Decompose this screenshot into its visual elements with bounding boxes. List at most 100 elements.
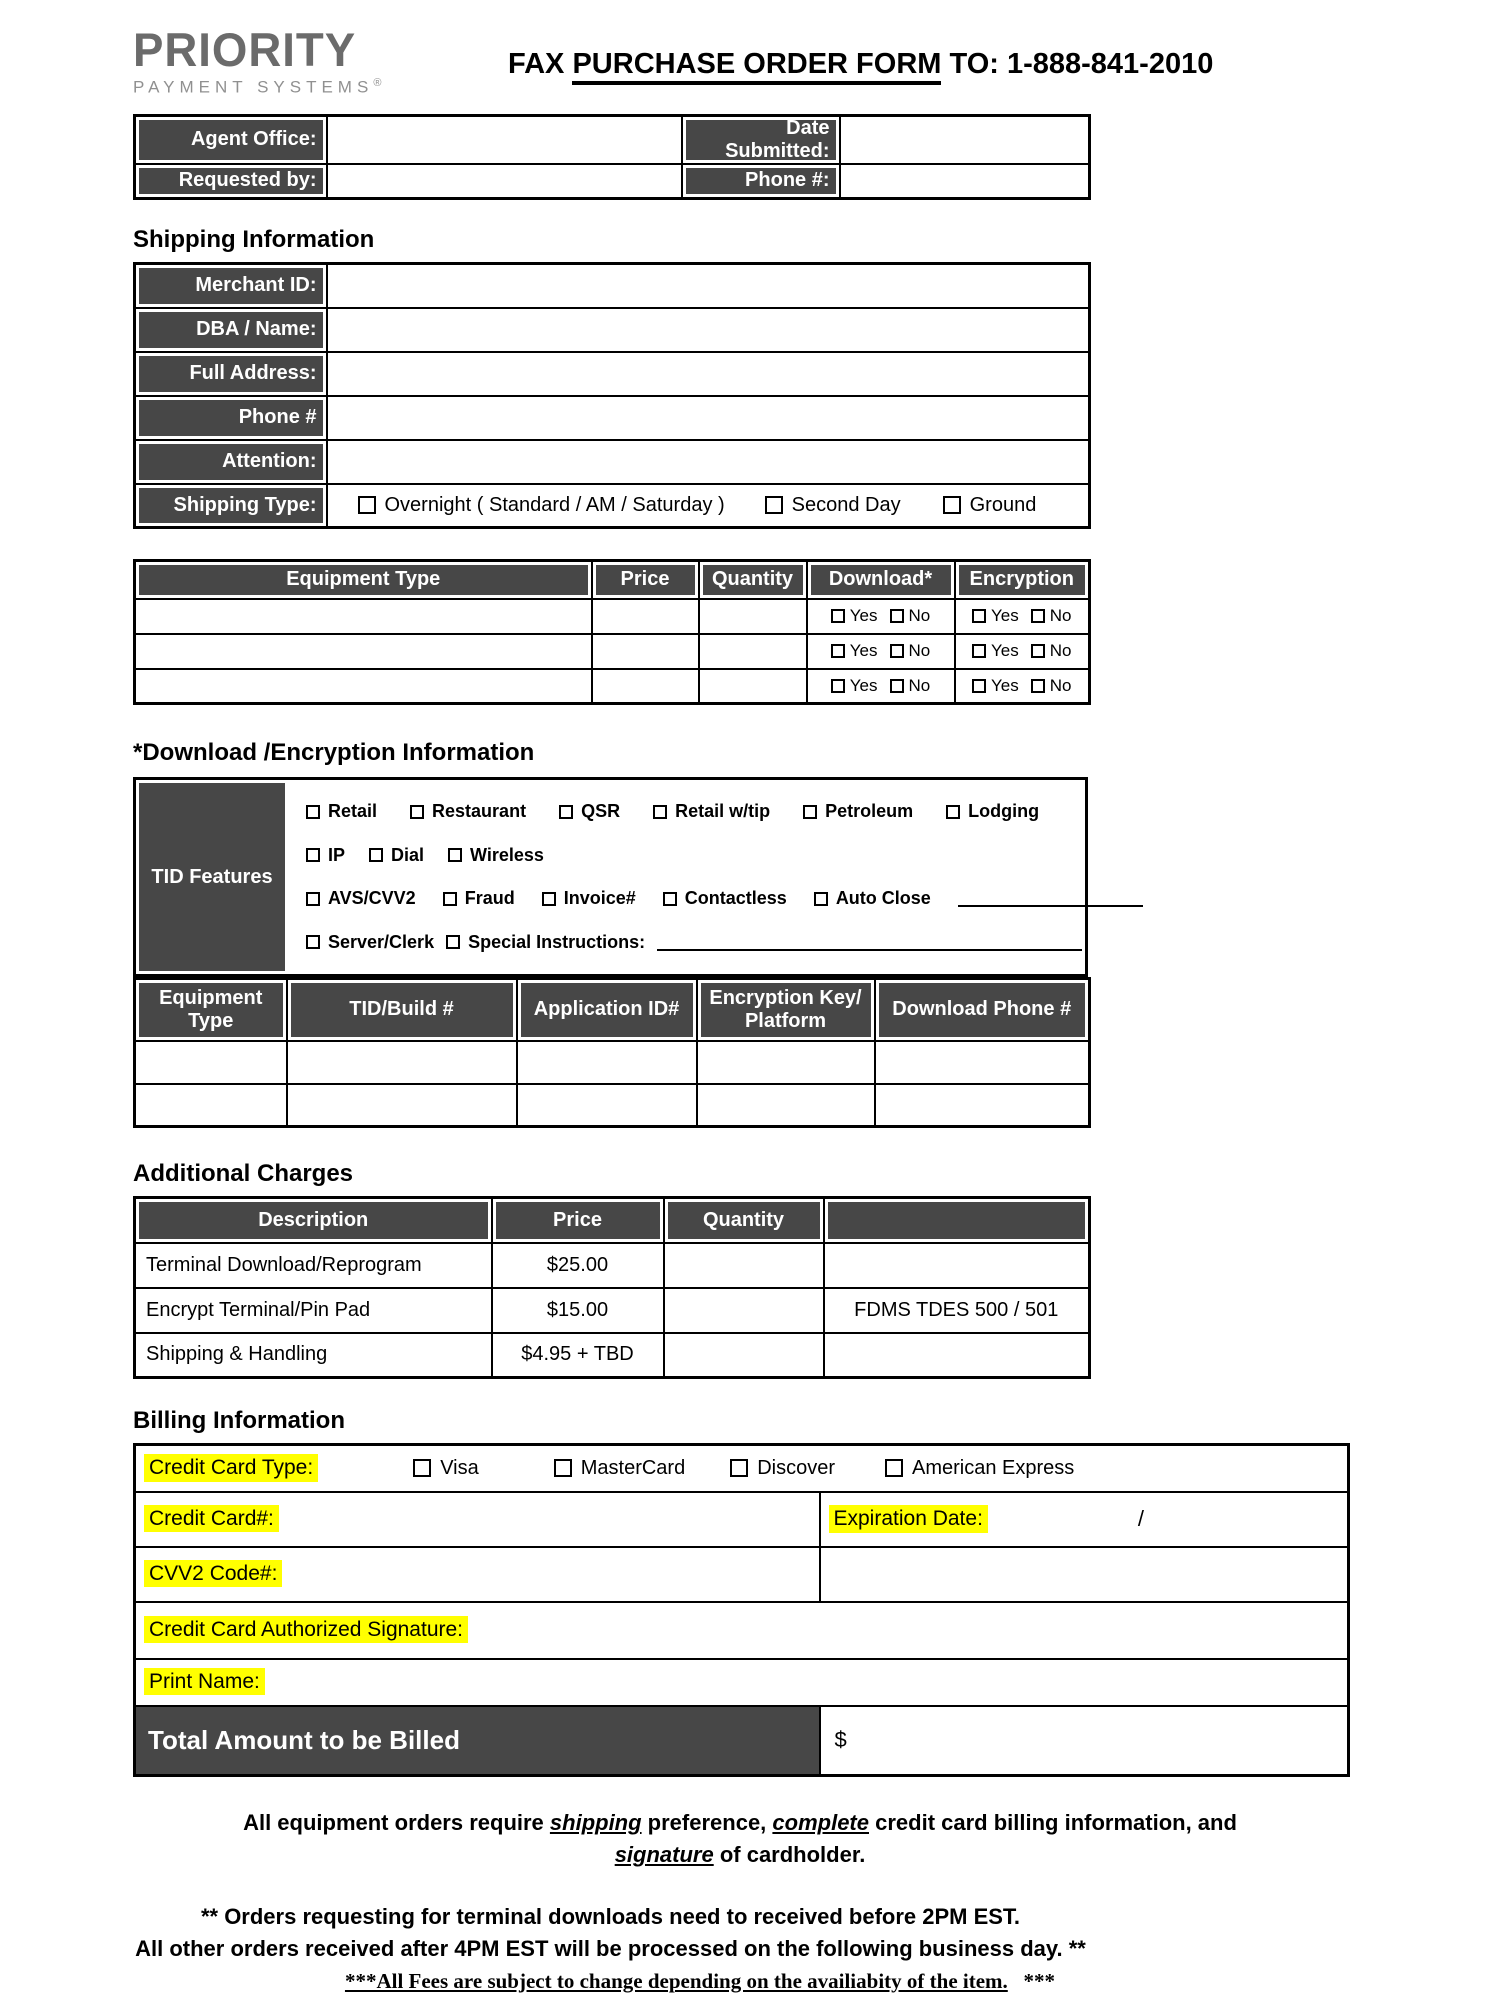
dba-name-input[interactable] <box>325 306 1091 353</box>
discover-checkbox[interactable] <box>730 1459 749 1478</box>
mastercard-checkbox[interactable] <box>553 1459 572 1478</box>
download-yes-checkbox-2[interactable] <box>830 644 845 659</box>
tid-build-input-2[interactable] <box>285 1082 518 1128</box>
download-yes-checkbox-3[interactable] <box>830 678 845 693</box>
tid-equipment-type-input-1[interactable] <box>133 1039 288 1085</box>
price-input-3[interactable] <box>590 667 700 705</box>
agent-office-input[interactable] <box>325 114 683 165</box>
application-id-input-1[interactable] <box>515 1039 698 1085</box>
dial-checkbox[interactable] <box>369 848 384 863</box>
download-no-checkbox-2[interactable] <box>889 644 904 659</box>
qsr-checkbox[interactable] <box>559 804 574 819</box>
expiration-date-label: Expiration Date: <box>828 1505 988 1534</box>
full-address-input[interactable] <box>325 350 1091 397</box>
encryption-yes-checkbox-1[interactable] <box>972 609 987 624</box>
quantity-input-3[interactable] <box>697 667 808 705</box>
cvv2-blank-cell[interactable] <box>818 1545 1350 1603</box>
requested-by-input[interactable] <box>325 162 683 200</box>
lodging-checkbox[interactable] <box>946 804 961 819</box>
ground-checkbox[interactable] <box>942 496 961 515</box>
charge-quantity-input-2[interactable] <box>662 1286 825 1334</box>
restaurant-checkbox[interactable] <box>410 804 425 819</box>
encryption-yes-checkbox-2[interactable] <box>972 644 987 659</box>
amex-checkbox[interactable] <box>885 1459 904 1478</box>
tid-build-input-1[interactable] <box>285 1039 518 1085</box>
expiration-date-cell[interactable]: Expiration Date: / <box>818 1490 1350 1548</box>
encryption-no-checkbox-2[interactable] <box>1030 644 1045 659</box>
shipping-type-options: Overnight ( Standard / AM / Saturday ) S… <box>328 494 1089 517</box>
charge-price-1: $25.00 <box>490 1241 665 1289</box>
charge-quantity-input-1[interactable] <box>662 1241 825 1289</box>
shipping-phone-input[interactable] <box>325 394 1091 441</box>
auto-close-checkbox[interactable] <box>813 891 828 906</box>
quantity-input-2[interactable] <box>697 632 808 670</box>
price-input-2[interactable] <box>590 632 700 670</box>
download-no-checkbox-1[interactable] <box>889 609 904 624</box>
additional-charges-table: Description Price Quantity Terminal Down… <box>133 1196 1091 1380</box>
encryption-no-checkbox-1[interactable] <box>1030 609 1045 624</box>
encryption-key-input-2[interactable] <box>695 1082 876 1128</box>
print-name-cell[interactable]: Print Name: <box>133 1657 1350 1707</box>
equipment-type-input-3[interactable] <box>133 667 593 705</box>
auto-close-line[interactable] <box>957 891 1143 908</box>
avs-cvv2-checkbox[interactable] <box>306 891 320 906</box>
requested-by-label: Requested by: <box>133 162 328 200</box>
download-phone-input-2[interactable] <box>873 1082 1091 1128</box>
download-yes-checkbox-1[interactable] <box>830 609 845 624</box>
overnight-checkbox[interactable] <box>357 496 376 515</box>
charge-quantity-input-3[interactable] <box>662 1331 825 1379</box>
print-name-label: Print Name: <box>144 1668 265 1696</box>
wireless-checkbox[interactable] <box>448 848 463 863</box>
shipping-heading: Shipping Information <box>133 226 375 254</box>
attention-input[interactable] <box>325 438 1091 485</box>
download-no-checkbox-3[interactable] <box>889 678 904 693</box>
form-title: FAX PURCHASE ORDER FORM TO: 1-888-841-20… <box>508 48 1213 85</box>
signature-cell[interactable]: Credit Card Authorized Signature: <box>133 1600 1350 1660</box>
contactless-checkbox[interactable] <box>662 891 677 906</box>
charge-price-3: $4.95 + TBD <box>490 1331 665 1379</box>
date-submitted-input[interactable] <box>838 114 1091 165</box>
cvv2-cell[interactable]: CVV2 Code#: <box>133 1545 821 1603</box>
retail-wtip-checkbox[interactable] <box>653 804 668 819</box>
download-phone-input-1[interactable] <box>873 1039 1091 1085</box>
equipment-type-input-1[interactable] <box>133 597 593 635</box>
invoice-checkbox[interactable] <box>541 891 556 906</box>
logo-wordmark: PRIORITY <box>133 23 357 76</box>
footer-note-shipping: All equipment orders require shipping pr… <box>243 1810 1237 1868</box>
charge-description-2: Encrypt Terminal/Pin Pad <box>133 1286 493 1334</box>
tid-feature-row-4: Server/Clerk Special Instructions: <box>306 932 1143 953</box>
tid-equipment-type-input-2[interactable] <box>133 1082 288 1128</box>
priority-logo: PRIORITY PAYMENT SYSTEMS® <box>133 26 403 98</box>
charge-description-1: Terminal Download/Reprogram <box>133 1241 493 1289</box>
quantity-input-1[interactable] <box>697 597 808 635</box>
page-header: PRIORITY PAYMENT SYSTEMS® FAX PURCHASE O… <box>133 0 1500 98</box>
retail-checkbox[interactable] <box>306 804 320 819</box>
logo-subtitle: PAYMENT SYSTEMS® <box>133 77 382 97</box>
credit-card-number-cell[interactable]: Credit Card#: <box>133 1490 821 1548</box>
fraud-checkbox[interactable] <box>442 891 457 906</box>
application-id-input-2[interactable] <box>515 1082 698 1128</box>
total-amount-input[interactable]: $ <box>818 1704 1350 1777</box>
phone-input[interactable] <box>838 162 1091 200</box>
second-day-checkbox[interactable] <box>764 496 783 515</box>
form-title-underlined: PURCHASE ORDER FORM <box>572 48 942 85</box>
encryption-no-checkbox-3[interactable] <box>1030 678 1045 693</box>
charge-price-header: Price <box>490 1196 665 1244</box>
encryption-key-input-1[interactable] <box>695 1039 876 1085</box>
merchant-id-input[interactable] <box>325 262 1091 309</box>
server-clerk-checkbox[interactable] <box>306 935 320 950</box>
special-instructions-line[interactable] <box>657 934 1083 951</box>
special-instructions-checkbox[interactable] <box>446 935 461 950</box>
petroleum-checkbox[interactable] <box>803 804 818 819</box>
expiration-separator: / <box>1137 1506 1145 1532</box>
price-input-1[interactable] <box>590 597 700 635</box>
charge-note-2: FDMS TDES 500 / 501 <box>822 1286 1091 1334</box>
charge-quantity-header: Quantity <box>662 1196 825 1244</box>
tid-feature-row-3: AVS/CVV2 Fraud Invoice# Contactless Auto… <box>306 888 1143 909</box>
application-id-header: Application ID# <box>515 977 698 1042</box>
shipping-type-label: Shipping Type: <box>133 482 328 529</box>
encryption-yes-checkbox-3[interactable] <box>972 678 987 693</box>
visa-checkbox[interactable] <box>413 1459 432 1478</box>
ip-checkbox[interactable] <box>306 848 320 863</box>
equipment-type-input-2[interactable] <box>133 632 593 670</box>
